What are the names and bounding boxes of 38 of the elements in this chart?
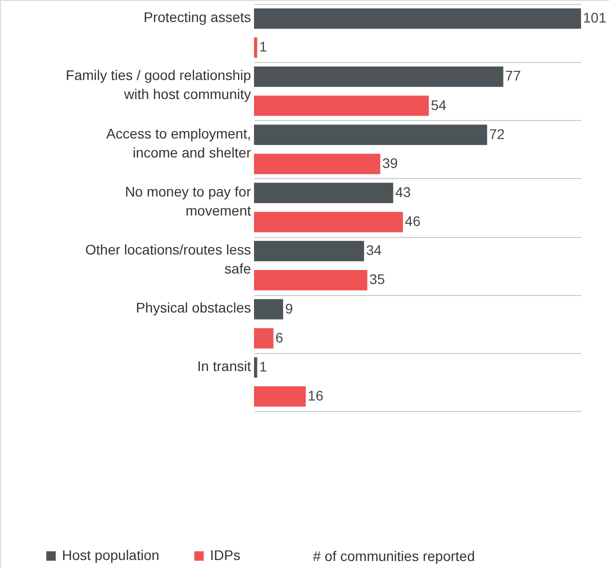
bar	[254, 386, 306, 407]
bar	[254, 182, 394, 204]
bar	[254, 270, 368, 290]
text: # of communities reported	[313, 548, 475, 564]
data-label: 46	[404, 213, 421, 230]
y-tick-label: No money to pay for movement	[124, 183, 252, 218]
legend-label: IDPs	[210, 547, 240, 563]
data-label: 6	[275, 329, 284, 346]
bar	[254, 66, 504, 87]
y-tick-label: Family ties / good relationship with host community	[66, 67, 252, 102]
data-label: 1	[259, 38, 268, 55]
bar	[254, 328, 274, 348]
y-tick-label: Access to employment, income and shelter	[106, 125, 252, 160]
bar	[254, 357, 258, 378]
data-label: 1	[259, 358, 268, 374]
y-tick-label: Other locations/routes less safe	[85, 242, 252, 277]
data-label: 43	[395, 184, 412, 200]
bar	[254, 124, 488, 145]
data-label: 54	[430, 96, 447, 113]
legend-label: Host population	[62, 547, 160, 563]
data-label: 9	[285, 300, 294, 316]
y-tick-label: In transit	[197, 358, 252, 374]
y-tick-label: Protecting assets	[144, 9, 251, 25]
data-label: 35	[369, 271, 386, 288]
bar	[254, 299, 284, 320]
bar	[254, 96, 429, 116]
bar	[254, 37, 258, 58]
data-label: 34	[366, 242, 382, 258]
data-label: 72	[489, 126, 505, 142]
bar	[254, 8, 581, 29]
y-tick-label: Physical obstacles	[136, 300, 251, 316]
data-label: 77	[505, 68, 522, 84]
data-label: 39	[382, 154, 398, 171]
bar	[254, 212, 403, 232]
bar	[254, 240, 364, 262]
data-label: 101	[583, 10, 607, 26]
bar	[254, 154, 380, 174]
data-label: 16	[308, 387, 324, 404]
